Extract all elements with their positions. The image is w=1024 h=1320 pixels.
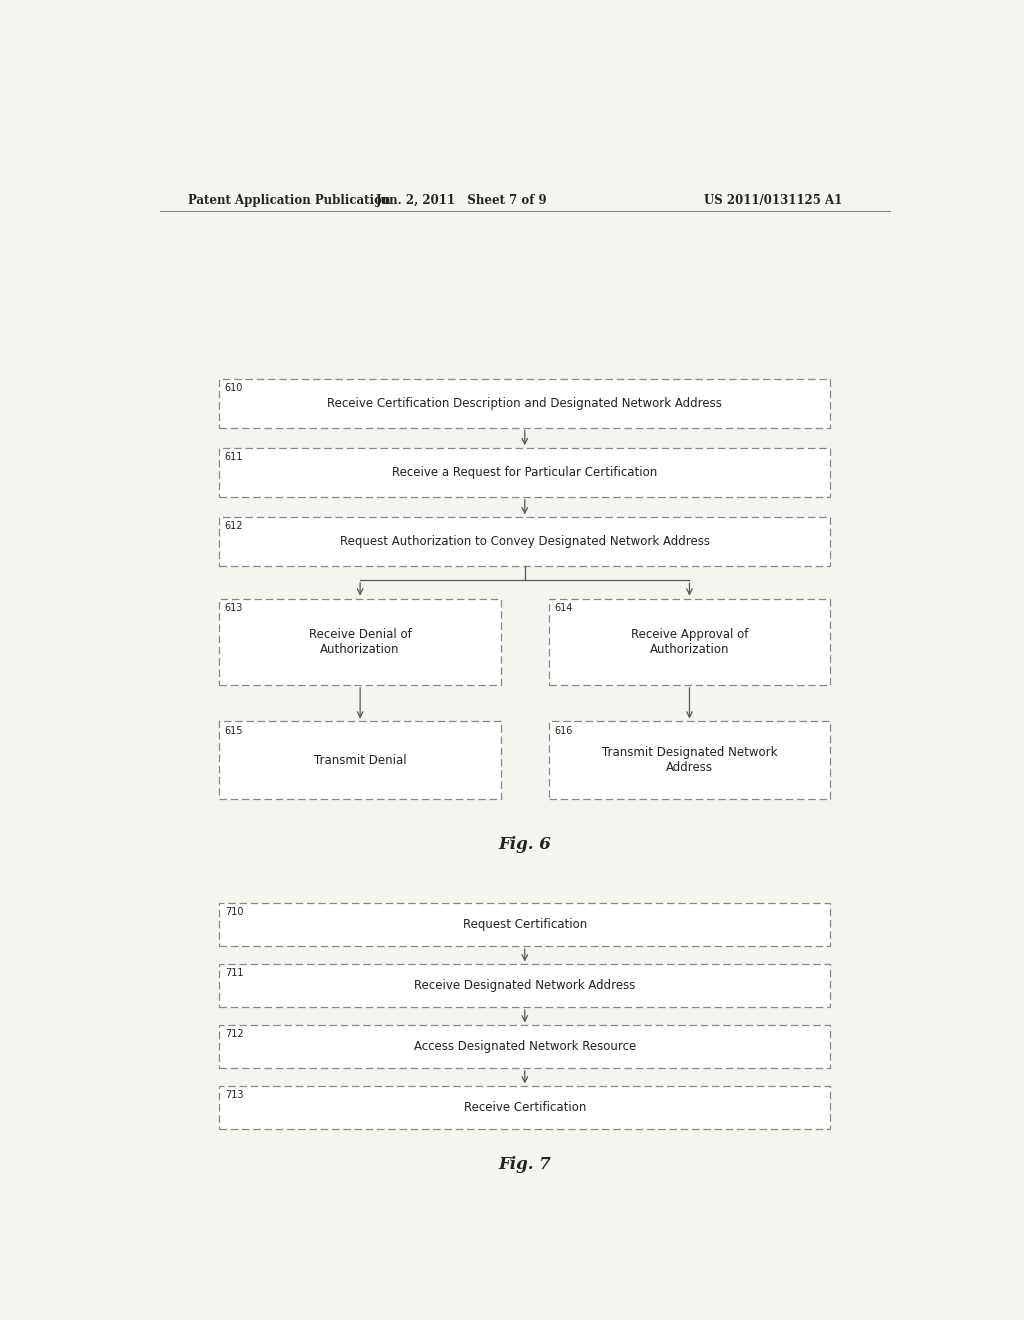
Text: 713: 713 — [225, 1090, 244, 1101]
Text: Fig. 7: Fig. 7 — [499, 1156, 551, 1173]
Bar — [219, 722, 501, 799]
Text: Receive Approval of
Authorization: Receive Approval of Authorization — [631, 628, 749, 656]
Bar — [549, 722, 830, 799]
Text: Fig. 6: Fig. 6 — [499, 836, 551, 853]
Text: 710: 710 — [225, 907, 244, 917]
Text: Patent Application Publication: Patent Application Publication — [187, 194, 390, 206]
Bar — [219, 447, 830, 496]
Text: Receive Certification: Receive Certification — [464, 1101, 586, 1114]
Bar — [219, 1026, 830, 1068]
Text: Receive Certification Description and Designated Network Address: Receive Certification Description and De… — [328, 397, 722, 409]
Text: 615: 615 — [225, 726, 244, 735]
Text: Transmit Denial: Transmit Denial — [313, 754, 407, 767]
Text: Receive a Request for Particular Certification: Receive a Request for Particular Certifi… — [392, 466, 657, 479]
Bar — [219, 965, 830, 1007]
Text: 613: 613 — [225, 602, 243, 612]
Text: Transmit Designated Network
Address: Transmit Designated Network Address — [602, 746, 777, 774]
Bar — [219, 903, 830, 946]
Text: 614: 614 — [554, 602, 572, 612]
Bar — [219, 379, 830, 428]
Bar — [219, 598, 501, 685]
Text: Request Certification: Request Certification — [463, 919, 587, 932]
Text: 611: 611 — [225, 453, 243, 462]
Text: US 2011/0131125 A1: US 2011/0131125 A1 — [703, 194, 842, 206]
Bar — [219, 517, 830, 566]
Text: Access Designated Network Resource: Access Designated Network Resource — [414, 1040, 636, 1053]
Text: 616: 616 — [554, 726, 572, 735]
Text: 712: 712 — [225, 1030, 244, 1039]
Text: Receive Denial of
Authorization: Receive Denial of Authorization — [309, 628, 412, 656]
Bar — [219, 1086, 830, 1129]
Text: Jun. 2, 2011   Sheet 7 of 9: Jun. 2, 2011 Sheet 7 of 9 — [376, 194, 547, 206]
Text: 711: 711 — [225, 969, 244, 978]
Text: 610: 610 — [225, 383, 243, 393]
Text: 612: 612 — [225, 521, 244, 531]
Text: Request Authorization to Convey Designated Network Address: Request Authorization to Convey Designat… — [340, 535, 710, 548]
Bar — [549, 598, 830, 685]
Text: Receive Designated Network Address: Receive Designated Network Address — [414, 979, 636, 993]
